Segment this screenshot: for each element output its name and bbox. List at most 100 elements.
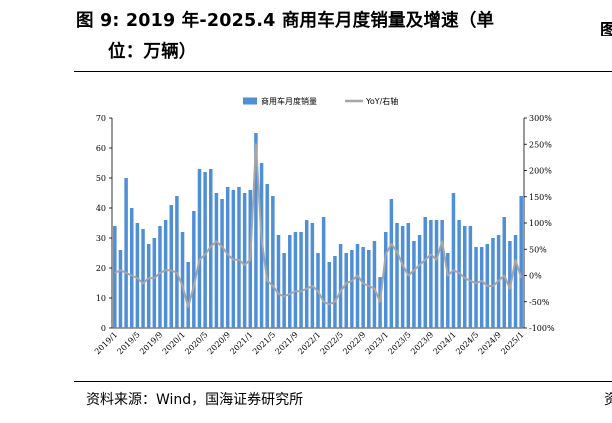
x-axis-tick-label: 2019/5 <box>116 330 142 356</box>
bar <box>338 244 343 328</box>
bar <box>141 229 145 328</box>
bar <box>389 199 394 328</box>
legend-bar-swatch <box>243 97 257 105</box>
bottom-rule <box>74 381 612 382</box>
bar <box>327 262 332 328</box>
x-axis-tick-label: 2020/5 <box>183 330 209 356</box>
bar <box>197 169 202 328</box>
bar <box>265 184 269 328</box>
bar <box>180 232 185 328</box>
bar <box>192 211 196 328</box>
x-axis-tick-label: 2021/5 <box>251 330 277 356</box>
right-axis-tick-label: -50% <box>529 298 550 307</box>
bar <box>225 187 230 328</box>
bar <box>209 169 213 328</box>
x-axis-tick-label: 2021/1 <box>228 330 254 356</box>
bar <box>276 235 281 328</box>
bar <box>304 220 309 328</box>
x-axis-tick-label: 2024/5 <box>454 330 480 356</box>
x-axis-tick-label: 2020/9 <box>206 330 232 356</box>
top-rule <box>74 71 612 72</box>
bar <box>434 220 439 328</box>
x-axis-tick-label: 2024/1 <box>432 330 458 356</box>
bar <box>451 193 456 328</box>
bar <box>417 235 422 328</box>
x-axis-tick-label: 2021/9 <box>274 330 300 356</box>
bar <box>146 244 151 328</box>
bar <box>169 205 174 328</box>
clipped-neighbor-title: 图 <box>600 21 612 36</box>
x-axis-tick-label: 2022/1 <box>296 330 322 356</box>
bar <box>118 250 123 328</box>
bar <box>113 226 117 328</box>
bar <box>203 172 207 328</box>
bar <box>130 208 134 328</box>
left-axis-tick-label: 60 <box>96 144 106 153</box>
left-axis-tick-label: 30 <box>96 234 106 243</box>
bar <box>395 223 399 328</box>
bar <box>254 133 258 328</box>
right-axis-tick-label: 300% <box>529 114 552 123</box>
bar <box>468 226 473 328</box>
bar <box>344 253 348 328</box>
bar <box>163 220 168 328</box>
x-axis-tick-label: 2023/1 <box>364 330 390 356</box>
right-axis-tick-label: 0% <box>529 272 542 281</box>
bar <box>367 250 371 328</box>
x-axis-tick-label: 2022/5 <box>319 330 345 356</box>
figure-title-line1: 图 9: 2019 年-2025.4 商用车月度销量及增速（单 <box>76 11 495 31</box>
bar <box>491 238 495 328</box>
right-axis-tick-label: 150% <box>529 193 552 202</box>
bar <box>214 193 219 328</box>
bar <box>440 220 444 328</box>
bar <box>271 196 275 328</box>
left-axis-tick-label: 10 <box>96 294 106 303</box>
bar <box>152 238 157 328</box>
x-axis-tick-label: 2022/9 <box>341 330 367 356</box>
bar <box>446 253 450 328</box>
legend-bar-label: 商用车月度销量 <box>261 96 317 106</box>
figure-title-line2: 位：万辆） <box>108 42 197 62</box>
bar <box>158 226 162 328</box>
left-axis-tick-label: 0 <box>101 324 106 333</box>
left-axis-tick-label: 70 <box>96 114 106 123</box>
left-axis-tick-label: 20 <box>96 264 106 273</box>
x-axis-tick-label: 2025/1 <box>499 330 525 356</box>
bar <box>175 196 179 328</box>
x-axis-tick-label: 2019/1 <box>93 330 119 356</box>
bar <box>513 235 518 328</box>
bar <box>412 241 416 328</box>
bar <box>479 247 484 328</box>
bar <box>429 220 433 328</box>
bar <box>350 250 354 328</box>
bar <box>519 196 523 328</box>
bar <box>333 256 337 328</box>
right-axis-tick-label: 50% <box>529 245 547 254</box>
left-axis-tick-label: 40 <box>96 204 106 213</box>
x-axis-tick-label: 2024/9 <box>477 330 503 356</box>
bar <box>383 232 388 328</box>
bar <box>355 244 360 328</box>
bar <box>135 223 140 328</box>
bar <box>242 193 247 328</box>
yoy-line <box>114 143 523 308</box>
bar <box>299 232 303 328</box>
x-axis-tick-label: 2023/5 <box>386 330 412 356</box>
x-axis-tick-label: 2020/1 <box>161 330 187 356</box>
bar <box>288 235 292 328</box>
bar <box>293 232 298 328</box>
bar <box>186 262 190 328</box>
bar <box>361 247 365 328</box>
legend-line-label: YoY/右轴 <box>365 96 398 106</box>
bar <box>282 253 286 328</box>
bar <box>400 226 405 328</box>
source-note: 资料来源：Wind，国海证券研究所 <box>86 392 304 408</box>
bar <box>220 199 224 328</box>
right-axis-tick-label: 100% <box>529 219 552 228</box>
bar <box>423 217 427 328</box>
bar <box>124 178 128 328</box>
right-axis-tick-label: 250% <box>529 140 552 149</box>
right-axis-tick-label: -100% <box>529 324 555 333</box>
bar <box>502 217 506 328</box>
